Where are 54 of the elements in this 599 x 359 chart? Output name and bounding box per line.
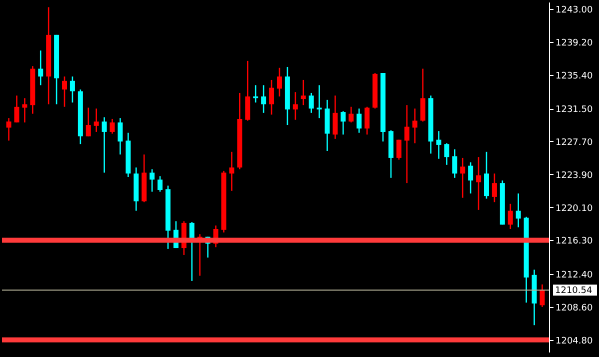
candlestick	[118, 117, 123, 156]
candlestick	[460, 157, 466, 198]
candlestick	[356, 108, 362, 134]
candlestick	[476, 156, 482, 211]
candlestick	[292, 91, 298, 120]
candlestick	[261, 84, 266, 114]
y-tick-label: 1235.40	[556, 71, 593, 82]
candlestick	[540, 284, 545, 308]
candlestick	[436, 130, 442, 160]
candlestick	[364, 106, 370, 136]
y-tick-label: 1216.30	[556, 236, 593, 247]
candlestick	[14, 94, 20, 124]
y-tick-label: 1243.00	[556, 5, 593, 16]
candlestick	[340, 110, 346, 136]
candlestick	[396, 139, 402, 160]
candlestick	[229, 151, 234, 192]
candlestick	[420, 68, 426, 122]
ref-line-label: 1210.54	[555, 286, 592, 296]
candlestick	[492, 172, 497, 203]
candlestick	[468, 162, 474, 194]
candlestick	[516, 192, 521, 228]
candlestick	[484, 151, 489, 200]
candlestick	[158, 175, 163, 192]
candlestick	[62, 76, 68, 108]
candlestick	[348, 106, 354, 124]
y-tick-label: 1220.10	[556, 204, 593, 214]
candlestick	[102, 116, 107, 174]
candlestick	[94, 108, 99, 133]
candlestick	[110, 118, 115, 134]
candlestick	[86, 107, 91, 137]
candlestick	[150, 168, 155, 192]
candlestick	[269, 79, 274, 116]
candlestick	[308, 92, 314, 114]
candlestick	[444, 142, 450, 166]
candlestick	[245, 60, 250, 122]
candlestick	[300, 79, 306, 106]
candlestick	[332, 94, 338, 140]
y-tick-label: 1212.40	[556, 270, 593, 281]
y-tick-label: 1223.90	[556, 170, 593, 181]
candlestick	[276, 67, 282, 98]
candlestick	[412, 108, 418, 144]
candlestick	[404, 104, 410, 184]
y-tick-label: 1227.70	[556, 138, 593, 148]
y-tick-label: 1204.80	[556, 336, 593, 346]
y-tick-label: 1231.50	[556, 105, 593, 116]
candlestick	[508, 203, 513, 230]
candlestick	[22, 98, 28, 124]
candlestick	[316, 84, 322, 119]
y-tick-label: 1239.20	[556, 38, 593, 48]
candlestick	[70, 76, 75, 104]
candlestick	[38, 50, 44, 86]
candlestick	[6, 117, 12, 142]
y-tick-label: 1208.60	[556, 303, 593, 314]
candlestick	[452, 148, 458, 179]
